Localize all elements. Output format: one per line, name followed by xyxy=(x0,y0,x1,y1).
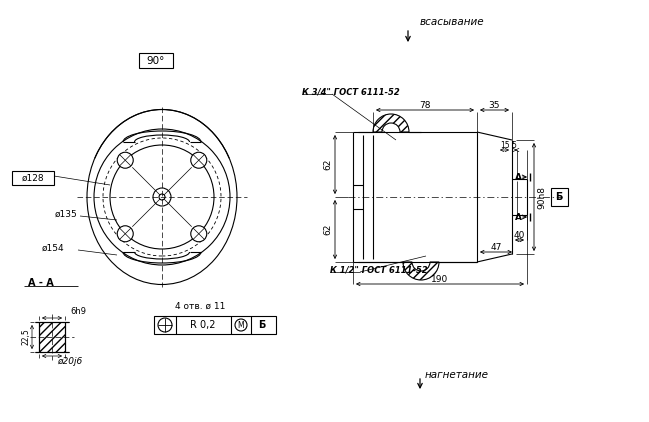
Text: 5: 5 xyxy=(511,141,517,149)
Bar xyxy=(154,316,276,334)
Bar xyxy=(12,171,54,185)
Text: Б: Б xyxy=(258,320,265,330)
Circle shape xyxy=(191,152,207,168)
Text: 62: 62 xyxy=(323,224,332,235)
Text: 15: 15 xyxy=(500,141,510,149)
Text: 47: 47 xyxy=(490,243,502,252)
Text: 190: 190 xyxy=(432,274,448,284)
Text: К 3/4" ГОСТ 6111-52: К 3/4" ГОСТ 6111-52 xyxy=(302,87,400,97)
Text: ø135: ø135 xyxy=(55,209,78,219)
Text: 78: 78 xyxy=(419,100,431,109)
Circle shape xyxy=(117,226,133,242)
Text: R 0,2: R 0,2 xyxy=(190,320,215,330)
Circle shape xyxy=(117,152,133,168)
Ellipse shape xyxy=(87,109,237,284)
Text: 4 отв. ø 11: 4 отв. ø 11 xyxy=(175,301,225,311)
Text: 6h9: 6h9 xyxy=(70,308,86,316)
Text: А: А xyxy=(515,213,522,222)
Text: нагнетание: нагнетание xyxy=(425,370,489,380)
Text: 90°: 90° xyxy=(147,56,165,65)
Text: М: М xyxy=(238,320,244,330)
Text: ø128: ø128 xyxy=(21,173,44,182)
Bar xyxy=(39,322,65,352)
Text: всасывание: всасывание xyxy=(420,17,485,27)
Text: Б: Б xyxy=(556,192,563,202)
Text: А: А xyxy=(515,173,522,181)
Wedge shape xyxy=(373,114,409,132)
Bar xyxy=(551,188,568,206)
Text: К 1/2" ГОСТ 6111-52: К 1/2" ГОСТ 6111-52 xyxy=(330,265,428,274)
Text: ø20j6: ø20j6 xyxy=(57,357,82,366)
Text: А - А: А - А xyxy=(28,278,54,288)
Circle shape xyxy=(191,226,207,242)
Text: 90h8: 90h8 xyxy=(537,186,546,208)
Text: 35: 35 xyxy=(489,100,500,109)
Text: 40: 40 xyxy=(514,230,525,240)
Text: ø154: ø154 xyxy=(42,243,65,252)
Text: 22,5: 22,5 xyxy=(21,329,31,345)
Text: 62: 62 xyxy=(323,159,332,170)
Wedge shape xyxy=(403,262,439,280)
Bar xyxy=(139,53,173,68)
